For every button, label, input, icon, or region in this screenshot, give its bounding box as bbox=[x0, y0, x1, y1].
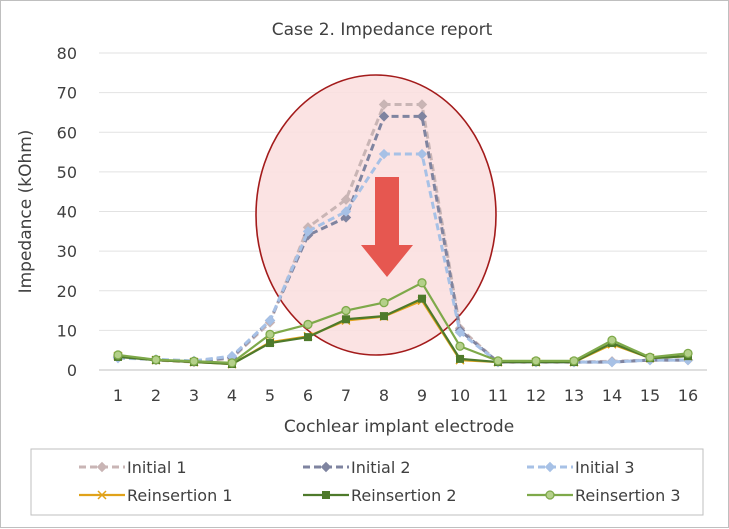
data-point bbox=[304, 333, 312, 342]
y-tick-label: 50 bbox=[57, 163, 77, 182]
data-point bbox=[322, 491, 330, 499]
chart-title: Case 2. Impedance report bbox=[272, 20, 493, 40]
legend: Initial 1 Initial 2 Initial 3 Reinsertion 1… bbox=[30, 448, 704, 516]
x-tick-label: 16 bbox=[678, 386, 698, 405]
data-point bbox=[378, 148, 390, 160]
data-point bbox=[418, 294, 426, 303]
series-line bbox=[117, 281, 689, 364]
series-reinsertion-3 bbox=[113, 278, 693, 368]
data-point bbox=[454, 327, 466, 338]
data-point bbox=[378, 111, 390, 122]
data-point bbox=[342, 315, 350, 324]
data-point bbox=[416, 111, 428, 122]
data-point bbox=[340, 206, 352, 217]
data-point bbox=[113, 350, 123, 360]
x-tick-label: 12 bbox=[526, 386, 546, 405]
data-point bbox=[645, 352, 655, 362]
series-line bbox=[117, 152, 688, 364]
data-point bbox=[606, 356, 618, 368]
data-point bbox=[340, 194, 352, 205]
data-point bbox=[569, 356, 579, 366]
x-tick-label: 5 bbox=[265, 386, 275, 405]
x-tick-label: 8 bbox=[379, 386, 389, 405]
data-point bbox=[302, 226, 314, 237]
x-tick-label: 11 bbox=[488, 386, 508, 405]
data-point bbox=[320, 461, 332, 473]
data-point bbox=[493, 356, 503, 366]
legend-item: Initial 3 bbox=[527, 458, 635, 477]
x-tick-label: 9 bbox=[417, 386, 427, 405]
data-point bbox=[96, 461, 108, 473]
legend-label: Initial 1 bbox=[127, 458, 187, 477]
data-point bbox=[416, 148, 428, 160]
data-point bbox=[340, 212, 352, 223]
data-point bbox=[544, 461, 556, 473]
x-tick-label: 14 bbox=[602, 386, 622, 405]
x-tick-label: 13 bbox=[564, 386, 584, 405]
data-point bbox=[227, 358, 237, 368]
data-point bbox=[380, 312, 388, 321]
x-tick-label: 2 bbox=[151, 386, 161, 405]
legend-label: Reinsertion 1 bbox=[127, 486, 233, 505]
data-point bbox=[607, 335, 617, 345]
legend-box bbox=[30, 448, 704, 516]
data-point bbox=[531, 356, 541, 366]
x-axis-label: Cochlear implant electrode bbox=[284, 417, 514, 437]
x-tick-label: 1 bbox=[113, 386, 123, 405]
down-arrow bbox=[361, 177, 413, 277]
data-point bbox=[379, 297, 389, 308]
y-tick-label: 0 bbox=[67, 361, 77, 380]
data-point bbox=[266, 339, 274, 348]
y-tick-label: 70 bbox=[57, 84, 77, 103]
y-tick-label: 10 bbox=[57, 321, 77, 340]
legend-label: Initial 2 bbox=[351, 458, 411, 477]
legend-label: Reinsertion 3 bbox=[575, 486, 681, 505]
data-point bbox=[416, 99, 428, 110]
data-point bbox=[341, 305, 351, 316]
legend-item: Reinsertion 2 bbox=[303, 486, 457, 505]
y-tick-label: 40 bbox=[57, 203, 77, 222]
data-point bbox=[97, 490, 107, 500]
x-tick-label: 4 bbox=[227, 386, 237, 405]
x-tick-label: 7 bbox=[341, 386, 351, 405]
data-point bbox=[264, 315, 276, 326]
series-line bbox=[117, 114, 688, 364]
legend-label: Initial 3 bbox=[575, 458, 635, 477]
y-tick-label: 20 bbox=[57, 282, 77, 301]
data-point bbox=[456, 354, 464, 363]
data-point bbox=[455, 341, 465, 351]
legend-item: Reinsertion 3 bbox=[527, 486, 681, 505]
x-tick-label: 15 bbox=[640, 386, 660, 405]
legend-item: Reinsertion 1 bbox=[79, 486, 233, 505]
data-point bbox=[151, 355, 161, 365]
x-tick-label: 6 bbox=[303, 386, 313, 405]
data-point bbox=[378, 99, 390, 110]
legend-label: Reinsertion 2 bbox=[351, 486, 457, 505]
data-point bbox=[417, 278, 427, 288]
legend-item: Initial 2 bbox=[303, 458, 411, 477]
data-point bbox=[545, 490, 555, 500]
data-point bbox=[265, 329, 275, 339]
x-tick-label: 10 bbox=[450, 386, 470, 405]
y-axis-label: Impedance (kOhm) bbox=[16, 130, 36, 294]
y-tick-label: 80 bbox=[57, 44, 77, 63]
data-point bbox=[683, 348, 693, 359]
y-tick-label: 30 bbox=[57, 242, 77, 261]
x-tick-label: 3 bbox=[189, 386, 199, 405]
legend-item: Initial 1 bbox=[79, 458, 187, 477]
data-point bbox=[303, 319, 313, 330]
data-point bbox=[189, 356, 199, 366]
y-tick-label: 60 bbox=[57, 123, 77, 142]
